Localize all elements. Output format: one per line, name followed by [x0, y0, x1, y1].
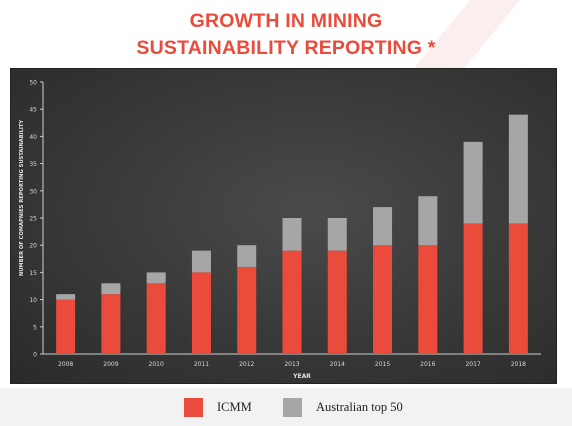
bar-australian-top-50-2012: [237, 245, 257, 267]
bar-australian-top-50-2015: [373, 207, 393, 246]
legend-item-australian-top-50: Australian top 50: [283, 397, 403, 417]
y-tick-label: 0: [33, 352, 37, 359]
bar-australian-top-50-2008: [56, 294, 76, 300]
x-tick-label: 2008: [58, 361, 73, 368]
y-tick-label: 5: [33, 324, 37, 331]
chart-panel: 0 5 10 15 20 25 30 35 40 45 50 2008 2009 2010 2011 2012…: [10, 68, 557, 384]
y-tick-label: 25: [29, 216, 37, 223]
title-line-2: SUSTAINABILITY REPORTING *: [136, 37, 436, 59]
bar-icmm-2016: [418, 245, 438, 354]
bar-icmm-2010: [146, 283, 166, 354]
legend-swatch-australian-top-50: [283, 397, 302, 417]
bar-icmm-2008: [56, 299, 76, 354]
bar-australian-top-50-2017: [463, 141, 483, 224]
y-tick-label: 10: [29, 297, 37, 304]
y-axis-title: NUMBER OF COMAPNIES REPORTING SUSTAINABI…: [19, 120, 25, 276]
bar-icmm-2012: [237, 266, 257, 354]
bar-australian-top-50-2016: [418, 196, 438, 246]
x-tick-label: 2011: [194, 361, 209, 368]
bar-icmm-2015: [373, 245, 393, 354]
y-tick-label: 40: [29, 134, 37, 141]
x-tick-label: 2017: [465, 361, 480, 368]
bar-icmm-2011: [191, 272, 211, 354]
bar-australian-top-50-2011: [191, 250, 211, 273]
bar-australian-top-50-2009: [101, 283, 121, 295]
bar-australian-top-50-2018: [508, 114, 528, 224]
bar-icmm-2018: [508, 223, 528, 354]
y-tick-label: 30: [29, 188, 37, 195]
bar-australian-top-50-2014: [327, 218, 347, 251]
y-tick-label: 20: [29, 243, 37, 250]
x-tick-label: 2016: [420, 361, 435, 368]
y-tick-label: 15: [29, 270, 37, 277]
bar-australian-top-50-2013: [282, 218, 302, 251]
legend-swatch-icmm: [184, 397, 203, 417]
x-tick-label: 2014: [330, 361, 345, 368]
bar-icmm-2009: [101, 294, 121, 354]
bar-icmm-2014: [327, 250, 347, 354]
legend-label-australian-top-50: Australian top 50: [316, 399, 403, 414]
bar-icmm-2013: [282, 250, 302, 354]
x-axis-title: YEAR: [292, 373, 311, 380]
x-tick-label: 2012: [239, 361, 254, 368]
x-tick-label: 2018: [511, 361, 526, 368]
bar-icmm-2017: [463, 223, 483, 354]
x-tick-label: 2013: [284, 361, 299, 368]
title-line-1: GROWTH IN MINING: [189, 10, 383, 32]
x-tick-label: 2010: [149, 361, 164, 368]
x-tick-label: 2015: [375, 361, 390, 368]
legend-label-icmm: ICMM: [217, 399, 252, 414]
legend-item-icmm: ICMM: [184, 397, 252, 417]
y-tick-label: 45: [29, 107, 37, 114]
bar-chart: 0 5 10 15 20 25 30 35 40 45 50 2008 2009 2010 2011 2012…: [19, 80, 541, 380]
y-tick-label: 35: [29, 161, 37, 168]
page-title: GROWTH IN MINING SUSTAINABILITY REPORTIN…: [0, 8, 572, 62]
bar-australian-top-50-2010: [146, 272, 166, 284]
y-tick-label: 50: [29, 80, 37, 87]
x-tick-label: 2009: [103, 361, 118, 368]
